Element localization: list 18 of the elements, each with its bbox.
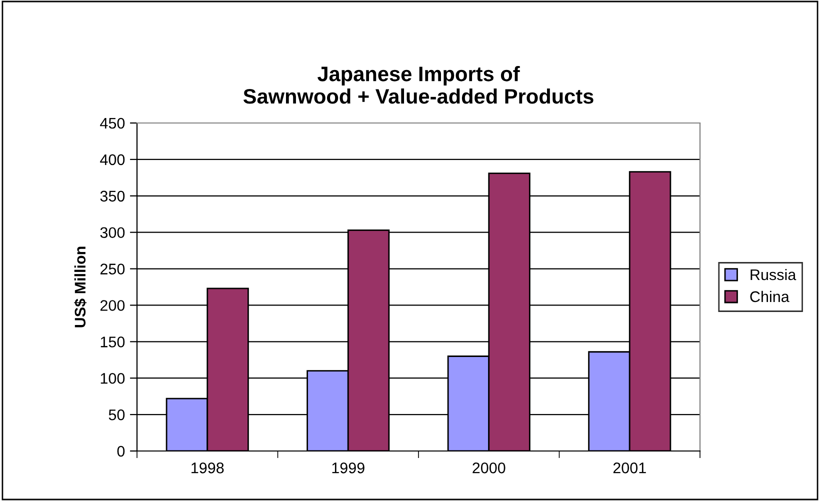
y-tick-label: 200	[100, 300, 125, 311]
legend-label: China	[750, 290, 790, 302]
y-tick-label: 400	[100, 154, 125, 166]
y-tick-label: 300	[100, 227, 125, 238]
y-axis-title: US$ Million	[74, 246, 87, 328]
x-tick-label: 1998	[192, 462, 224, 474]
y-tick-label: 450	[100, 118, 125, 129]
x-tick-label: 2001	[613, 462, 646, 474]
y-tick-label: 100	[100, 372, 125, 384]
y-tick-label: 0	[117, 446, 125, 457]
legend-label: Russia	[750, 268, 796, 280]
y-tick-label: 250	[100, 264, 125, 274]
y-tick-label: 50	[108, 409, 125, 420]
x-tick-label: 1999	[332, 462, 364, 474]
y-tick-label: 350	[100, 190, 125, 202]
chart-title: Japanese Imports of Sawnwood + Value-added Products	[243, 66, 594, 104]
y-tick-label: 150	[100, 336, 125, 348]
x-tick-label: 2000	[472, 462, 506, 474]
